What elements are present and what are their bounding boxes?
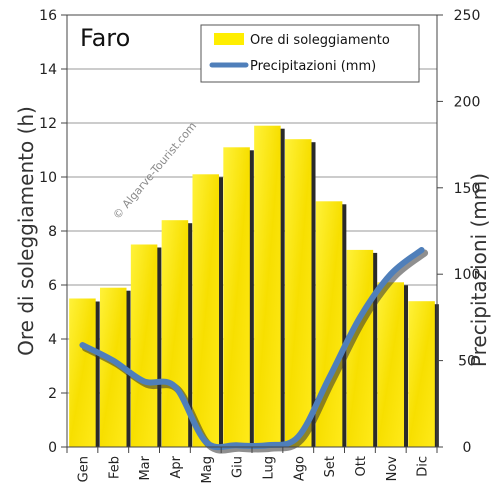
legend: Ore di soleggiamento Precipitazioni (mm) [200,24,420,83]
right-tick-label-50: 50 [458,354,476,370]
right-axis-title: Precipitazioni (mm) [467,173,491,367]
month-label-Set: Set [323,456,338,477]
month-label-Ago: Ago [292,456,307,481]
chart-title: Faro [80,24,130,52]
bar-Nov [377,282,405,447]
legend-sunshine-swatch [214,33,244,45]
bar-Apr [161,220,189,447]
bar-Lug [254,125,281,447]
month-label-Lug: Lug [261,456,276,480]
right-tick-label-150: 150 [454,181,481,197]
left-tick-label-16: 16 [39,8,57,24]
left-tick-label-6: 6 [48,278,57,294]
bar-Mag [192,174,220,448]
precipitation-line [79,247,429,454]
month-label-Apr: Apr [169,455,184,478]
right-tick-label-0: 0 [463,440,472,456]
bar-Giu [223,147,250,448]
month-label-Ott: Ott [354,456,369,476]
bars [69,125,439,448]
legend-precipitation-label: Precipitazioni (mm) [250,59,376,74]
right-tick-label-200: 200 [454,94,481,110]
bar-Dic [408,301,435,447]
month-label-Feb: Feb [107,456,122,479]
month-label-Mar: Mar [138,455,153,480]
month-label-Mag: Mag [200,456,215,483]
left-tick-label-12: 12 [39,116,57,132]
x-axis: Gen Feb Mar Apr Mag Giu Lug Ago Set Ott Nov Dic [66,447,438,483]
right-tick-label-250: 250 [454,8,481,24]
legend-sunshine-label: Ore di soleggiamento [250,33,390,48]
left-tick-label-0: 0 [48,440,57,456]
month-label-Nov: Nov [385,456,400,482]
month-label-Giu: Giu [231,456,246,478]
right-tick-label-100: 100 [454,267,481,283]
left-axis: 0 2 4 6 8 10 12 14 16 [39,8,67,456]
left-tick-label-8: 8 [48,224,57,240]
bar-Ago [284,139,312,447]
left-tick-label-2: 2 [48,386,57,402]
left-tick-label-14: 14 [39,62,57,78]
bar-Mar [130,244,158,447]
precipitation-line-path [79,247,425,451]
left-tick-label-10: 10 [39,170,57,186]
left-tick-label-4: 4 [48,332,57,348]
right-axis: 0 50 100 150 200 250 [437,8,480,456]
left-axis-title: Ore di soleggiamento (h) [14,106,38,356]
bar-Gen [69,298,96,447]
month-label-Dic: Dic [416,456,431,477]
month-label-Gen: Gen [76,456,91,482]
